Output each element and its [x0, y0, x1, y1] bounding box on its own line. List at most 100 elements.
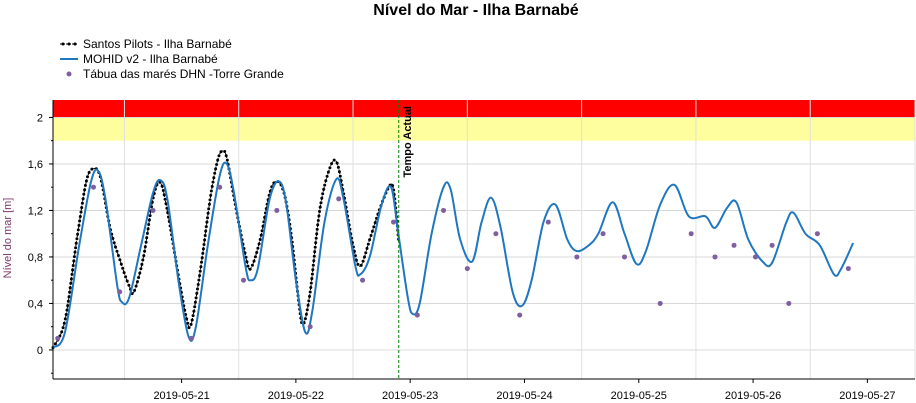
- santos-data-point: [214, 167, 218, 171]
- dhn-tide-point: [464, 266, 470, 272]
- santos-data-point: [65, 308, 69, 312]
- santos-data-point: [337, 170, 341, 174]
- santos-data-point: [64, 313, 68, 316]
- santos-data-point: [323, 183, 327, 187]
- santos-data-point: [83, 188, 87, 192]
- plot-background: [53, 100, 915, 379]
- y-tick-label: 0,4: [28, 298, 43, 310]
- santos-data-point: [335, 161, 339, 165]
- santos-data-point: [313, 250, 317, 254]
- dhn-tide-point: [845, 266, 851, 272]
- dhn-tide-point: [752, 254, 758, 260]
- santos-data-point: [191, 314, 195, 318]
- santos-data-point: [256, 246, 260, 250]
- santos-data-point: [135, 280, 139, 284]
- x-tick-label: 2019-05-27: [839, 390, 895, 402]
- santos-data-point: [310, 277, 314, 281]
- santos-data-point: [75, 237, 79, 241]
- santos-data-point: [82, 192, 86, 196]
- santos-data-point: [67, 295, 71, 299]
- santos-data-point: [213, 171, 217, 175]
- dhn-tide-point: [731, 242, 737, 248]
- santos-data-point: [143, 245, 147, 249]
- series-mohid-line: [52, 161, 855, 349]
- santos-data-point: [325, 174, 329, 178]
- dhn-tide-point: [441, 207, 447, 213]
- dhn-tide-point: [274, 207, 280, 213]
- santos-data-point: [145, 236, 149, 240]
- santos-data-point: [145, 231, 149, 235]
- legend-swatch-dhn: [66, 71, 72, 77]
- santos-data-point: [245, 260, 249, 264]
- santos-data-point: [186, 321, 190, 325]
- santos-data-point: [198, 274, 202, 278]
- santos-data-point: [164, 202, 168, 206]
- santos-data-point: [307, 299, 311, 303]
- y-tick-label: 0,8: [28, 252, 43, 264]
- santos-data-point: [80, 206, 84, 210]
- dhn-tide-point: [600, 231, 606, 237]
- x-tick-label: 2019-05-23: [382, 390, 438, 402]
- santos-data-point: [316, 223, 320, 227]
- santos-data-point: [366, 242, 370, 246]
- santos-data-point: [308, 294, 311, 298]
- santos-data-point: [71, 264, 75, 267]
- dhn-tide-point: [336, 196, 342, 202]
- santos-data-point: [140, 262, 144, 266]
- santos-data-point: [207, 207, 211, 211]
- santos-data-point: [368, 238, 372, 242]
- santos-data-point: [309, 286, 313, 289]
- y-tick-label: 1,6: [28, 159, 43, 171]
- santos-data-point: [326, 170, 330, 174]
- dhn-tide-point: [493, 231, 499, 237]
- santos-data-point: [193, 305, 197, 309]
- x-tick-label: 2019-05-24: [496, 390, 552, 402]
- chart-title: Nível do Mar - Ilha Barnabé: [373, 2, 578, 19]
- alert-band-1: [53, 117, 915, 141]
- santos-data-point: [207, 202, 211, 206]
- dhn-tide-point: [657, 300, 663, 306]
- santos-data-point: [308, 290, 312, 294]
- dhn-tide-point: [545, 219, 551, 225]
- santos-data-point: [372, 225, 376, 229]
- santos-data-point: [197, 278, 201, 282]
- santos-data-point: [201, 251, 205, 255]
- santos-data-point: [187, 326, 191, 330]
- dhn-tide-point: [574, 254, 580, 260]
- santos-data-point: [81, 197, 85, 201]
- santos-data-point: [208, 198, 212, 202]
- legend-entry-label: Tábua das marés DHN -Torre Grande: [83, 67, 284, 81]
- santos-data-point: [73, 250, 77, 254]
- santos-data-point: [79, 210, 83, 214]
- santos-data-point: [319, 201, 323, 205]
- dhn-tide-point: [117, 289, 123, 295]
- santos-data-point: [158, 180, 162, 184]
- dhn-tide-point: [188, 335, 194, 341]
- santos-data-point: [190, 318, 194, 322]
- santos-data-point: [250, 263, 254, 267]
- santos-data-point: [74, 246, 78, 250]
- santos-data-point: [78, 219, 82, 223]
- santos-data-point: [160, 184, 164, 188]
- y-tick-label: 1,2: [28, 205, 43, 217]
- santos-data-point: [303, 317, 307, 321]
- dhn-tide-point: [814, 231, 820, 237]
- dhn-tide-point: [217, 184, 223, 190]
- dhn-tide-point: [391, 219, 397, 225]
- santos-data-point: [148, 214, 152, 218]
- santos-data-point: [314, 236, 318, 240]
- santos-data-point: [72, 255, 76, 259]
- santos-data-point: [364, 251, 368, 255]
- dhn-tide-point: [360, 277, 366, 283]
- santos-data-point: [201, 247, 205, 251]
- santos-data-point: [217, 154, 221, 158]
- santos-data-point: [328, 166, 332, 170]
- y-axis-label: Nível do mar [m]: [2, 198, 14, 279]
- santos-data-point: [74, 241, 78, 245]
- santos-data-point: [198, 269, 202, 273]
- santos-data-point: [53, 342, 57, 346]
- santos-data-point: [354, 258, 358, 262]
- santos-data-point: [257, 242, 261, 246]
- santos-data-point: [138, 271, 142, 275]
- dhn-tide-point: [150, 207, 156, 213]
